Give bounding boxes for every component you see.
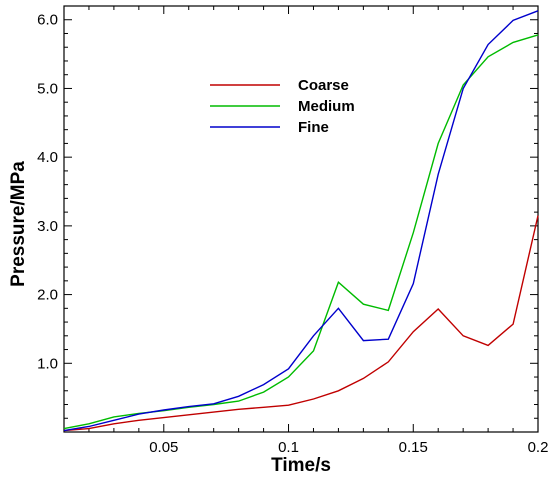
axes: 0.05 0.1 0.15 0.2 1.0 2.0 3.0 4.0 5.0 6.0 <box>37 5 549 456</box>
series-lines <box>63 10 539 432</box>
series-line-fine <box>63 10 539 432</box>
y-tick-label: 2.0 <box>37 287 58 304</box>
x-tick-label: 0.1 <box>278 439 299 456</box>
y-tick-label: 3.0 <box>37 218 58 235</box>
x-tick-label: 0.15 <box>399 439 428 456</box>
plot-frame <box>63 5 539 433</box>
legend-label-coarse: Coarse <box>298 77 349 94</box>
x-tick-label: 0.2 <box>528 439 549 456</box>
series-line-coarse <box>63 215 539 432</box>
x-axis-title: Time/s <box>271 455 331 476</box>
x-tick-label: 0.05 <box>149 439 178 456</box>
y-tick-label: 5.0 <box>37 80 58 97</box>
y-tick-label: 6.0 <box>37 12 58 29</box>
legend-label-fine: Fine <box>298 119 329 136</box>
legend-label-medium: Medium <box>298 98 355 115</box>
y-tick-label: 4.0 <box>37 149 58 166</box>
legend: Coarse Medium Fine <box>210 77 355 136</box>
y-tick-label: 1.0 <box>37 355 58 372</box>
y-axis-title: Pressure/MPa <box>8 161 29 287</box>
